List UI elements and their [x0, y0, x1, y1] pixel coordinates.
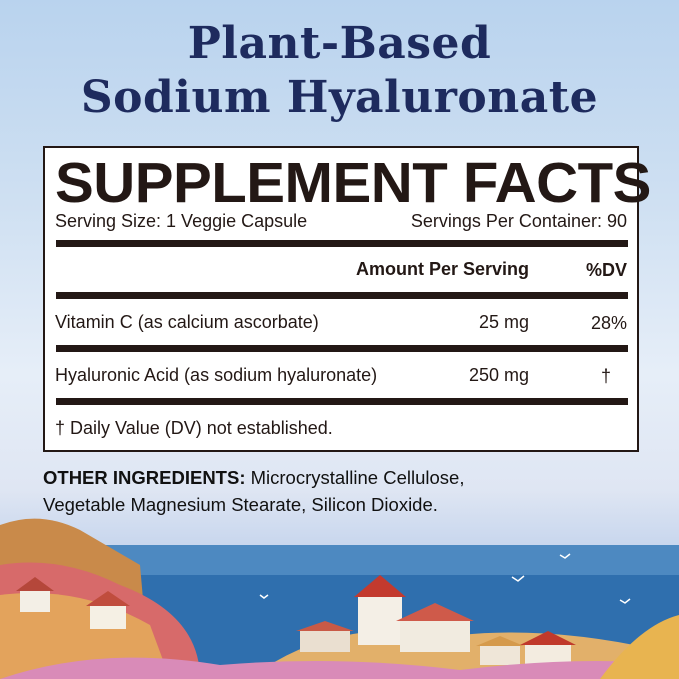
- row-dv: †: [600, 366, 611, 386]
- col-dv-header: %DV: [585, 260, 627, 280]
- divider: [56, 398, 628, 405]
- divider: [56, 292, 628, 299]
- row-name: Hyaluronic Acid (as sodium hyaluronate): [55, 365, 378, 385]
- other-ingredients-label: OTHER INGREDIENTS:: [43, 467, 246, 488]
- row-name: Vitamin C (as calcium ascorbate): [55, 312, 319, 332]
- landscape-art: [0, 518, 679, 679]
- row-dv: 28%: [590, 313, 627, 333]
- row-amount: 25 mg: [478, 312, 529, 332]
- row-amount: 250 mg: [468, 365, 529, 385]
- title-line-2: Sodium Hyaluronate: [80, 72, 599, 123]
- coastal-landscape-illustration: [0, 505, 679, 679]
- footnote: † Daily Value (DV) not established.: [55, 418, 333, 438]
- other-ingredients-line-1: OTHER INGREDIENTS: Microcrystalline Cell…: [43, 467, 464, 489]
- other-ingredients-text: Microcrystalline Cellulose,: [245, 467, 465, 488]
- facts-heading: SUPPLEMENT FACTS: [55, 151, 651, 215]
- divider: [56, 345, 628, 352]
- other-ingredients-line-2: Vegetable Magnesium Stearate, Silicon Di…: [43, 494, 438, 515]
- serving-size: Serving Size: 1 Veggie Capsule: [55, 211, 308, 231]
- divider: [56, 240, 628, 247]
- supplement-facts-panel: SUPPLEMENT FACTS Serving Size: 1 Veggie …: [43, 146, 651, 452]
- title-line-1: Plant-Based: [187, 18, 492, 69]
- servings-per-container: Servings Per Container: 90: [410, 211, 627, 231]
- col-amount-header: Amount Per Serving: [355, 259, 529, 279]
